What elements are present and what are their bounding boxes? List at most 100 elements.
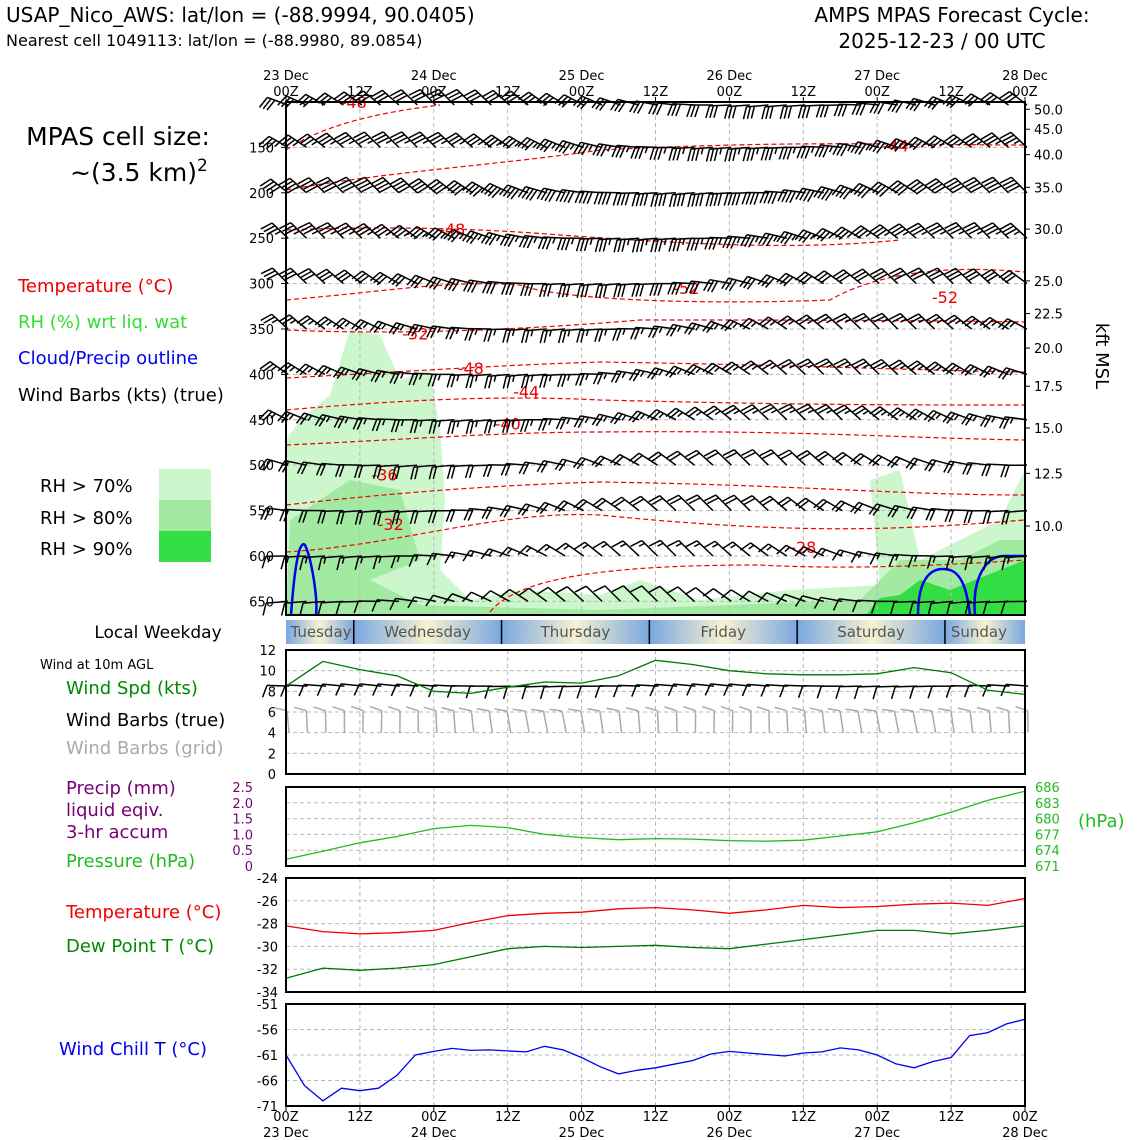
wind-barb-feather xyxy=(699,193,704,207)
wind-barb-feather xyxy=(981,176,994,184)
wind-barb-feather xyxy=(388,322,397,334)
wind10m-grid-barb xyxy=(568,708,586,733)
wind-barb-feather xyxy=(465,231,475,243)
legend-rh: RH (%) wrt liq. wat xyxy=(18,312,187,333)
wind-barb-feather xyxy=(540,461,549,473)
wind-barb-half-feather xyxy=(289,366,296,372)
wind-barb-feather xyxy=(361,185,374,193)
wind10m-barb-feather xyxy=(484,686,490,699)
wind-barb-feather xyxy=(576,285,581,298)
wind-barb-feather xyxy=(576,500,588,511)
wind-barb-feather xyxy=(671,282,678,295)
wind-barb-feather xyxy=(653,283,659,296)
windchill-ytick-label: -66 xyxy=(257,1075,278,1090)
wind-barb-feather xyxy=(357,465,364,478)
wind-barb-feather xyxy=(430,326,438,339)
wind-barb-feather xyxy=(776,496,789,505)
wind-barb-feather xyxy=(370,369,378,382)
wind-barb-half-feather xyxy=(766,545,773,551)
wind-barb-half-feather xyxy=(455,327,460,335)
wind-barb-feather xyxy=(432,183,444,193)
wind10m-grid-barb-staff xyxy=(875,710,881,733)
wind-barb-feather xyxy=(675,103,682,117)
wind-barb-feather xyxy=(630,539,643,548)
wind-barb-feather xyxy=(317,602,323,616)
wind-barb-feather xyxy=(875,229,887,238)
wind-barb xyxy=(539,328,566,344)
wind-barb-feather xyxy=(482,464,489,478)
temperature-contour-label: -52 xyxy=(402,325,428,344)
wind-barb-feather xyxy=(648,495,661,503)
wind-barb xyxy=(574,190,603,205)
wind-barb-feather xyxy=(411,134,424,142)
wind-barb-feather xyxy=(702,588,714,597)
wind-barb-feather xyxy=(445,327,452,340)
wind-barb-feather xyxy=(801,275,813,285)
wind-barb-staff xyxy=(604,585,622,602)
wind-barb-feather xyxy=(598,239,604,252)
temperature-contour-2 xyxy=(285,227,901,247)
wind-barb-feather xyxy=(913,273,926,281)
wind-barb-feather xyxy=(391,466,397,480)
wind-barb-feather xyxy=(676,193,682,207)
wind-barb-half-feather xyxy=(862,410,869,415)
wind-barb xyxy=(923,409,954,423)
wind-barb-feather xyxy=(577,142,586,155)
wind10m-grid-barb-feather xyxy=(720,705,734,712)
wind-barb-half-feather xyxy=(881,318,889,323)
wind-barb-feather xyxy=(1002,417,1010,430)
wind-barb-feather xyxy=(472,187,484,197)
wind-barb xyxy=(943,314,973,330)
wind-barb-feather xyxy=(390,419,397,433)
wind-barb-feather xyxy=(600,144,608,157)
weekday-label: Tuesday xyxy=(289,623,351,641)
wind-barb-feather xyxy=(576,330,581,343)
wind-barb-feather xyxy=(258,97,268,108)
wind-barb-feather xyxy=(260,507,267,520)
wind-barb-feather xyxy=(487,186,498,197)
wind-barb xyxy=(370,223,400,239)
wind-barb-half-feather xyxy=(748,544,755,550)
wind-barb xyxy=(776,593,806,605)
wind-barb-feather xyxy=(763,191,770,204)
kft-tick-label: 17.5 xyxy=(1034,380,1063,395)
wind-barb-half-feather xyxy=(307,415,313,422)
wind-barb-feather xyxy=(621,284,626,297)
wind10m-grid-barb xyxy=(827,707,844,733)
wind-barb-feather xyxy=(505,420,511,433)
wind-barb xyxy=(776,315,806,330)
wind-barb-feather xyxy=(667,103,674,116)
wind-barb-feather xyxy=(873,270,885,278)
wind-barb-feather xyxy=(868,139,878,151)
wind-barb xyxy=(277,134,307,149)
wind-barb xyxy=(297,221,326,239)
wind-barb-feather xyxy=(613,455,624,466)
wind-barb xyxy=(963,509,991,524)
wind-barb-half-feather xyxy=(601,543,608,548)
wind-barb-feather xyxy=(1005,511,1010,525)
wind-barb xyxy=(961,133,991,148)
wind-barb xyxy=(464,327,492,341)
wind-barb-feather xyxy=(594,285,600,298)
wind-barb-feather xyxy=(407,324,415,336)
wind-barb-feather xyxy=(518,461,526,474)
kft-tick-label: 45.0 xyxy=(1034,123,1063,138)
wind-barb xyxy=(317,600,344,616)
wind10m-grid-barb-staff xyxy=(786,710,789,733)
wind-barb-half-feather xyxy=(917,412,923,418)
wind-barb-half-feather xyxy=(288,414,295,420)
wind-barb-feather xyxy=(836,315,849,324)
wind-barb-feather xyxy=(395,182,408,191)
wind-barb-feather xyxy=(889,602,895,615)
wind-barb-feather xyxy=(965,179,978,187)
wind-barb-feather xyxy=(631,193,637,207)
precip-ytick-label: 2.5 xyxy=(232,781,253,796)
wind-barb-feather xyxy=(558,141,568,153)
wind-barb xyxy=(981,176,1010,194)
wind-barb-half-feather xyxy=(570,237,575,245)
wind-barb-feather xyxy=(787,105,793,119)
windspd-series xyxy=(285,659,1026,696)
wind-barb-feather xyxy=(853,184,864,196)
wind-barb-feather xyxy=(967,510,973,524)
